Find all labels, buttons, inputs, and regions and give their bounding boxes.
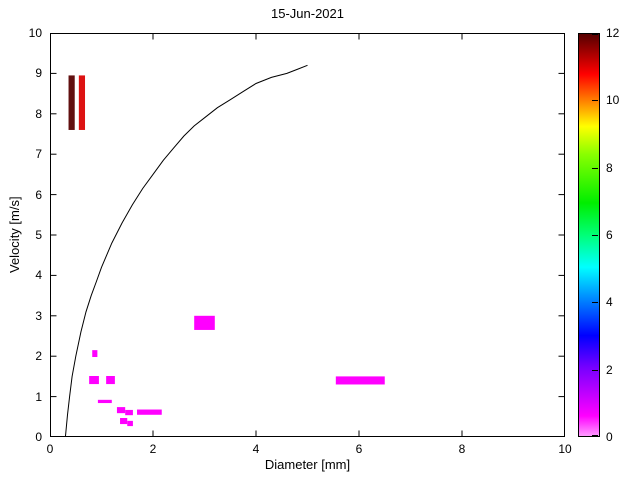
heatmap-cell [89, 376, 99, 385]
colorbar-tick-mark [592, 369, 598, 371]
y-tick-label: 5 [35, 228, 42, 242]
colorbar-tick-mark [592, 167, 598, 169]
heatmap-cell [78, 75, 86, 130]
y-tick-label: 4 [35, 268, 42, 283]
y-tick-label: 2 [35, 349, 42, 364]
x-tick-label: 0 [46, 442, 54, 456]
colorbar-tick-mark [592, 302, 598, 304]
heatmap-cell [127, 420, 133, 427]
colorbar-tick-mark [592, 235, 598, 236]
x-tick-label: 10 [558, 442, 572, 456]
colorbar-tick-mark [592, 435, 598, 436]
x-axis-label: Diameter [mm] [264, 457, 351, 472]
heatmap-cell [137, 409, 162, 415]
axes-box [50, 33, 565, 437]
heatmap-cell [125, 409, 133, 416]
plot-area [50, 33, 565, 437]
heatmap-cell [92, 350, 98, 358]
heatmap-cell [106, 376, 115, 385]
colorbar-tick-mark [592, 100, 598, 102]
heatmap-cell [335, 376, 385, 385]
colorbar-tick-label: 4 [606, 295, 613, 310]
colorbar-tick-label: 8 [606, 160, 613, 175]
colorbar-tick-mark [592, 34, 598, 35]
y-tick-label: 7 [35, 147, 42, 162]
x-tick-label: 2 [149, 442, 157, 456]
colorbar-tick-label: 10 [606, 93, 620, 108]
y-tick-label: 10 [28, 26, 42, 40]
heatmap-cell [120, 418, 128, 425]
x-tick-label: 4 [252, 442, 260, 456]
y-tick-label: 8 [35, 106, 42, 121]
chart-title: 15-Jun-2021 [271, 6, 344, 21]
colorbar-tick-label: 0 [606, 430, 613, 444]
colorbar-tick-label: 6 [606, 228, 613, 242]
y-tick-label: 6 [35, 187, 42, 202]
colorbar-tick-label: 2 [606, 362, 613, 377]
terminal-velocity-curve [64, 64, 308, 437]
heatmap-cell [97, 399, 112, 404]
x-tick-label: 8 [458, 442, 466, 456]
colorbar-tick-label: 12 [606, 26, 620, 40]
colorbar [578, 33, 600, 437]
y-tick-label: 9 [35, 66, 42, 81]
heatmap-cell [194, 315, 215, 330]
y-tick-label: 0 [35, 430, 42, 444]
y-tick-label: 3 [35, 308, 42, 323]
heatmap-cell [68, 75, 75, 130]
heatmap-cell [116, 407, 126, 414]
x-tick-label: 6 [355, 442, 363, 456]
y-tick-label: 1 [35, 389, 42, 404]
